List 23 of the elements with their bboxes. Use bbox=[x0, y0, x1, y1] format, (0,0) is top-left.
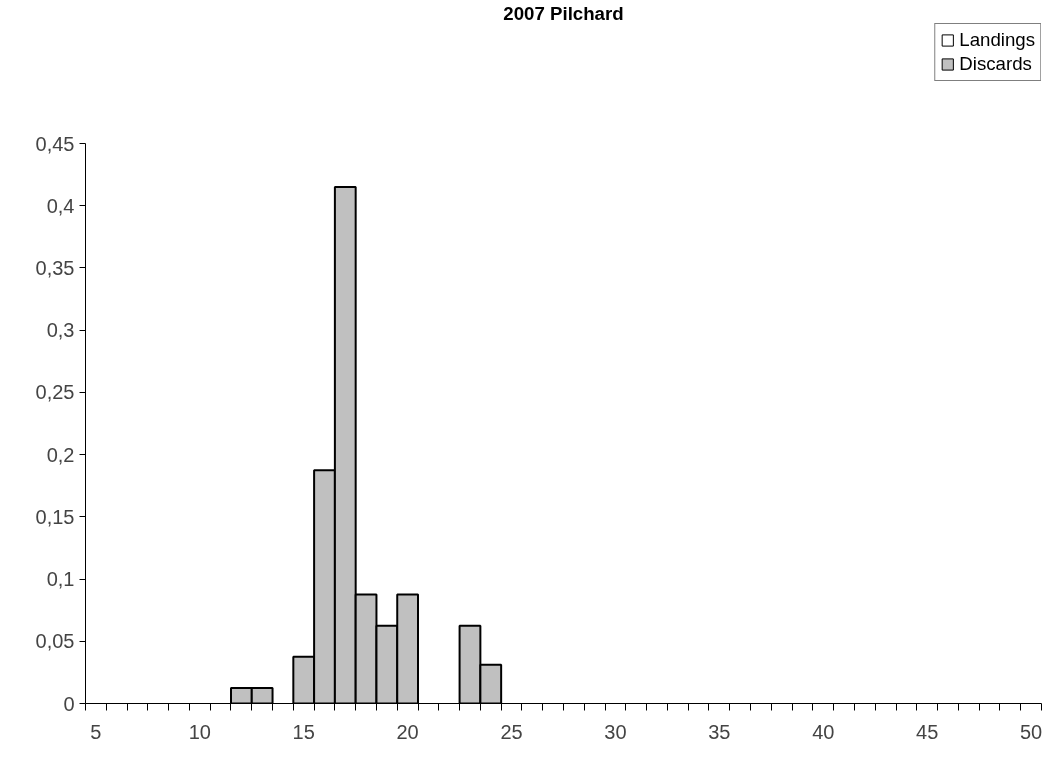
y-tick-label: 0,45 bbox=[35, 132, 75, 155]
x-tick-label: 10 bbox=[188, 720, 211, 743]
x-tick-label: 20 bbox=[396, 720, 419, 743]
y-tick-label: 0,3 bbox=[46, 319, 75, 342]
y-tick-label: 0,1 bbox=[46, 568, 75, 591]
chart-title: 2007 Pilchard bbox=[503, 2, 624, 24]
x-tick-label: 35 bbox=[708, 720, 731, 743]
y-tick-label: 0,05 bbox=[35, 630, 75, 653]
x-tick-label: 50 bbox=[1019, 720, 1043, 743]
y-tick-label: 0,2 bbox=[46, 443, 75, 466]
legend-label: Landings bbox=[959, 29, 1035, 51]
x-tick-label: 40 bbox=[812, 720, 835, 743]
x-tick-label: 15 bbox=[292, 720, 315, 743]
legend-label: Discards bbox=[959, 53, 1032, 75]
y-tick-label: 0 bbox=[63, 692, 75, 715]
x-tick-label: 30 bbox=[604, 720, 627, 743]
y-tick-label: 0,25 bbox=[35, 381, 75, 404]
x-tick-label: 25 bbox=[500, 720, 523, 743]
x-tick-label: 45 bbox=[916, 720, 939, 743]
y-tick-label: 0,35 bbox=[35, 256, 75, 279]
y-tick-label: 0,4 bbox=[46, 194, 75, 217]
x-tick-label: 5 bbox=[90, 720, 102, 743]
y-tick-label: 0,15 bbox=[35, 505, 75, 528]
